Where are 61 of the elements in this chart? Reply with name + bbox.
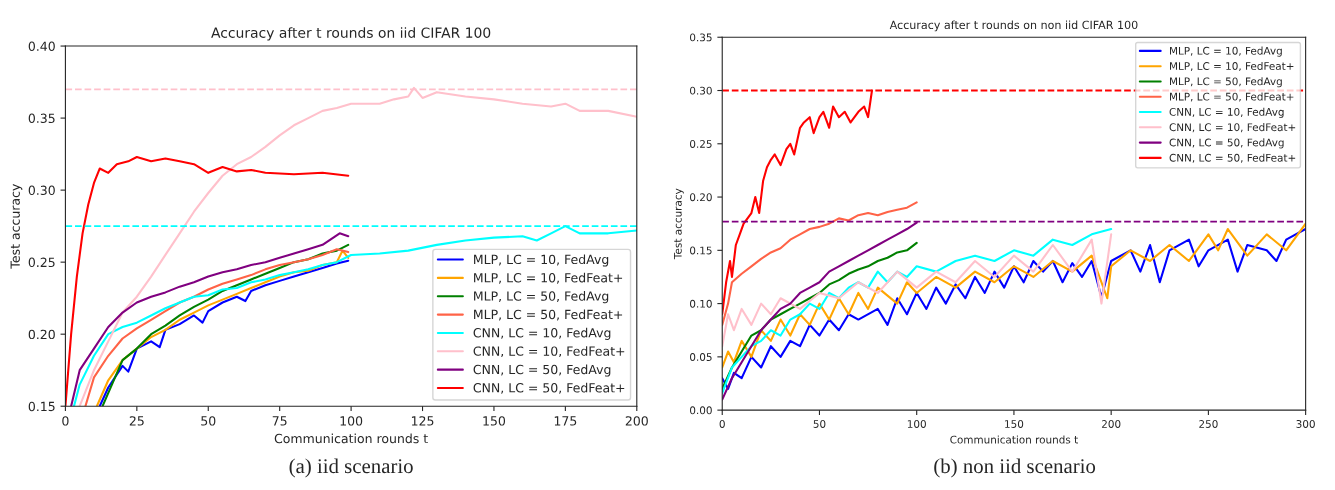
y-tick-label: 0.20 [690,193,712,202]
y-tick-label: 0.10 [690,299,712,308]
x-tick-label: 150 [483,416,506,426]
x-tick-label: 75 [272,416,287,426]
legend-label: CNN, LC = 10, FedAvg [473,327,611,340]
x-axis-title: Communication rounds t [274,433,428,444]
legend-label: CNN, LC = 10, FedFeat+ [473,346,625,358]
y-tick-label: 0.05 [690,353,712,361]
legend-label: CNN, LC = 50, FedFeat+ [1169,153,1296,163]
legend-label: MLP, LC = 50, FedFeat+ [1170,92,1294,102]
line-series [722,233,1113,348]
y-tick-label: 0.20 [28,329,55,340]
x-axis-title: Communication rounds t [950,435,1078,444]
x-tick-label: 25 [129,416,144,426]
x-tick-label: 250 [1199,420,1218,428]
legend-label: MLP, LC = 10, FedAvg [474,254,609,267]
y-tick-label: 0.25 [28,257,55,268]
line-series [722,222,1306,369]
legend-label: CNN, LC = 10, FedAvg [1169,107,1284,118]
x-tick-label: 100 [340,416,363,426]
y-tick-label: 0.40 [28,41,55,51]
y-tick-label: 0.30 [28,185,55,196]
legend-label: MLP, LC = 10, FedAvg [1170,46,1282,57]
y-tick-label: 0.25 [690,140,712,148]
legend-label: CNN, LC = 50, FedFeat+ [473,382,625,394]
x-tick-label: 200 [1101,420,1121,428]
legend-label: MLP, LC = 50, FedAvg [1170,77,1282,88]
legend-label: MLP, LC = 50, FedAvg [474,291,609,304]
line-series [65,155,350,407]
line-series [722,201,918,326]
chart-title: Accuracy after t rounds on non iid CIFAR 100 [889,20,1138,32]
text: (b) non iid scenario [934,458,1096,478]
y-tick-label: 0.35 [690,33,712,42]
x-tick-label: 100 [907,420,926,428]
legend-label: MLP, LC = 10, FedFeat+ [1170,61,1294,72]
y-axis-title: Test accuracy [674,188,684,260]
line-series [722,241,918,390]
legend-label: CNN, LC = 10, FedFeat+ [1169,123,1296,133]
x-tick-label: 50 [813,420,826,428]
y-axis-title: Test accuracy [10,184,23,269]
y-tick-label: 0.35 [28,113,55,124]
legend-label: MLP, LC = 10, FedFeat+ [474,272,623,284]
x-tick-label: 200 [625,416,648,426]
x-tick-label: 0 [719,420,725,428]
legend-label: CNN, LC = 50, FedAvg [473,364,611,377]
x-tick-label: 300 [1296,420,1315,428]
chart-title: Accuracy after t rounds on iid CIFAR 100 [211,27,491,41]
y-tick-label: 0.00 [690,406,712,415]
x-tick-label: 0 [62,416,69,426]
x-tick-label: 125 [411,416,434,426]
text: (a) iid scenario [289,458,413,478]
y-tick-label: 0.30 [690,86,712,95]
x-tick-label: 175 [554,416,577,426]
x-tick-label: 150 [1005,420,1024,428]
line-series [722,227,1306,390]
x-tick-label: 50 [201,416,216,426]
legend-label: MLP, LC = 50, FedFeat+ [474,309,623,321]
y-tick-label: 0.15 [690,246,712,255]
y-tick-label: 0.15 [28,401,55,412]
legend-label: CNN, LC = 50, FedAvg [1169,138,1284,149]
line-series [722,227,1113,395]
